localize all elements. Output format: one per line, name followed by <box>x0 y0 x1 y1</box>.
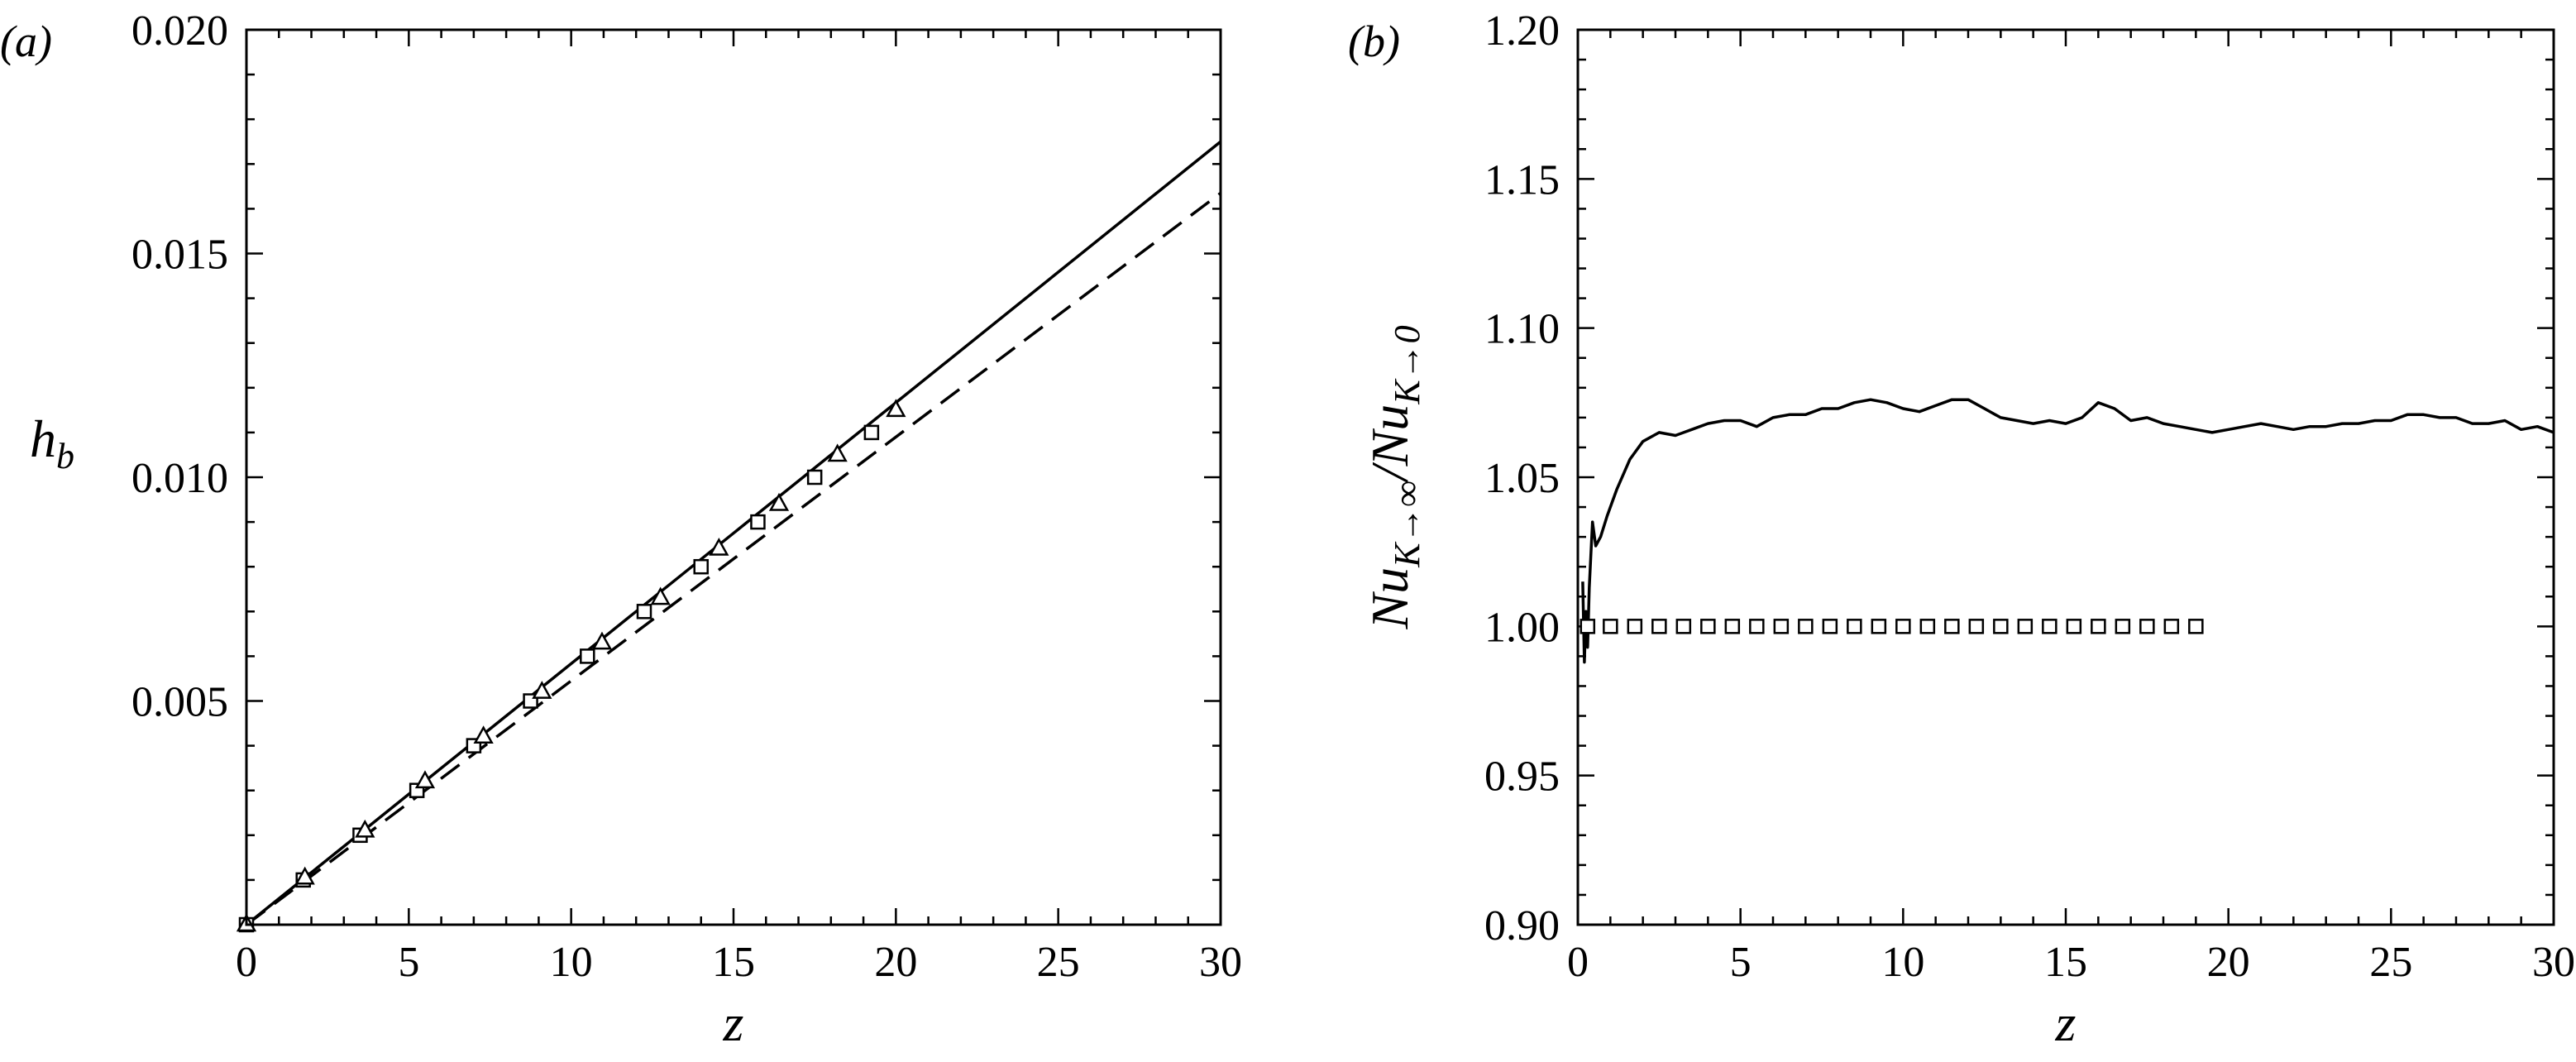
y-tick-label: 1.20 <box>1484 7 1560 55</box>
panel-b-ylabel-sub1: K→∞ <box>1387 481 1427 568</box>
x-tick-label: 25 <box>2369 939 2412 986</box>
square-marker <box>1580 619 1596 634</box>
square-marker <box>2017 619 2034 634</box>
panel-a-ylabel-sub: b <box>56 436 74 476</box>
panel-a-label: (a) <box>0 17 52 66</box>
square-marker <box>2163 619 2180 634</box>
square-marker <box>1944 619 1960 634</box>
square-marker <box>2115 619 2131 634</box>
series-dashed-line <box>245 192 1222 926</box>
panel-a-ylabel-base: h <box>30 409 56 468</box>
y-tick-label: 0.015 <box>131 232 228 279</box>
square-marker <box>750 514 766 530</box>
x-tick-label: 15 <box>712 939 755 986</box>
y-tick-label: 1.05 <box>1484 455 1560 502</box>
panel-b-ylabel-nu1: Nu <box>1360 567 1419 630</box>
y-tick-label: 1.10 <box>1484 306 1560 353</box>
panel-b-label: (b) <box>1348 17 1400 66</box>
square-marker <box>2066 619 2082 634</box>
panel-a-series <box>236 140 1222 933</box>
x-tick-label: 10 <box>1881 939 1924 986</box>
triangle-marker <box>473 725 494 744</box>
square-marker <box>1603 619 1618 634</box>
square-marker <box>1651 619 1667 634</box>
panel-b-ylabel-sub2: K→0 <box>1387 325 1427 404</box>
x-tick-label: 5 <box>398 939 419 986</box>
square-marker <box>863 424 880 441</box>
panel-a-xlabel: z <box>723 993 744 1052</box>
square-marker <box>1871 619 1887 634</box>
panel-b-series <box>1580 398 2554 664</box>
y-tick-label: 0.020 <box>131 7 228 55</box>
y-tick-label: 1.15 <box>1484 156 1560 203</box>
panel-a: (a) 0 5 10 15 20 25 30 0.005 0.010 0.015 0.020 z h… <box>0 7 1242 1052</box>
x-tick-label: 25 <box>1037 939 1080 986</box>
triangle-marker <box>886 399 906 418</box>
square-marker <box>636 604 652 620</box>
square-marker <box>1627 619 1643 634</box>
square-marker <box>1798 619 1814 634</box>
y-tick-label: 0.90 <box>1484 902 1560 950</box>
square-marker <box>2139 619 2155 634</box>
x-tick-label: 15 <box>2044 939 2087 986</box>
y-tick-label: 0.005 <box>131 679 228 726</box>
triangle-marker <box>591 631 613 650</box>
y-tick-label: 0.010 <box>131 455 228 502</box>
triangle-marker <box>709 537 729 556</box>
triangle-marker <box>294 866 315 885</box>
triangle-marker <box>827 443 848 462</box>
panel-b-ticks <box>1576 28 2555 926</box>
square-marker <box>1822 619 1838 634</box>
triangle-marker <box>768 492 790 511</box>
square-marker <box>1749 619 1765 634</box>
x-tick-label: 0 <box>1567 939 1589 986</box>
square-marker <box>1993 619 2009 634</box>
triangle-marker <box>414 770 436 789</box>
panel-a-tick-labels: 0 5 10 15 20 25 30 0.005 0.010 0.015 0.020 <box>131 7 1242 986</box>
square-marker <box>2188 619 2204 634</box>
square-marker <box>2042 619 2057 634</box>
panel-a-ticks <box>245 28 1222 926</box>
y-tick-label: 1.00 <box>1484 604 1560 651</box>
series-solid-line <box>1581 398 2554 664</box>
panel-b-tick-labels: 0 5 10 15 20 25 30 0.90 0.95 1.00 1.05 1.10 1.15 1.20 <box>1484 7 2575 986</box>
x-tick-label: 30 <box>1199 939 1242 986</box>
x-tick-label: 0 <box>236 939 257 986</box>
x-tick-label: 30 <box>2532 939 2575 986</box>
panel-a-plot-frame <box>245 28 1222 926</box>
square-marker <box>1847 619 1862 634</box>
panel-b-ylabel-nu2: Nu <box>1360 404 1419 467</box>
square-marker <box>1773 619 1790 634</box>
square-marker <box>1724 619 1741 634</box>
panel-b-plot-frame <box>1576 28 2555 926</box>
x-tick-label: 5 <box>1730 939 1752 986</box>
square-marker <box>806 469 823 486</box>
panel-b: (b) 0 5 10 15 20 25 30 0.90 0.95 1.00 1.05 1.10 1.15… <box>1348 7 2575 1052</box>
panel-b-ylabel: NuK→∞/NuK→0 <box>1360 325 1427 629</box>
square-marker <box>1700 619 1716 634</box>
x-tick-label: 20 <box>2207 939 2250 986</box>
series-solid-line <box>245 140 1222 926</box>
triangle-marker <box>650 586 671 605</box>
x-tick-label: 10 <box>550 939 593 986</box>
triangle-marker <box>532 681 552 699</box>
square-marker <box>2091 619 2106 634</box>
square-marker <box>1675 619 1692 634</box>
triangle-marker <box>355 819 375 838</box>
panel-b-xlabel: z <box>2055 993 2077 1052</box>
panel-a-ylabel: hb <box>30 409 74 476</box>
square-marker <box>580 648 595 664</box>
y-tick-label: 0.95 <box>1484 753 1560 801</box>
x-tick-label: 20 <box>874 939 917 986</box>
square-marker <box>1968 619 1985 634</box>
square-marker <box>693 558 709 575</box>
square-marker <box>1919 619 1936 634</box>
square-marker <box>1895 619 1911 634</box>
